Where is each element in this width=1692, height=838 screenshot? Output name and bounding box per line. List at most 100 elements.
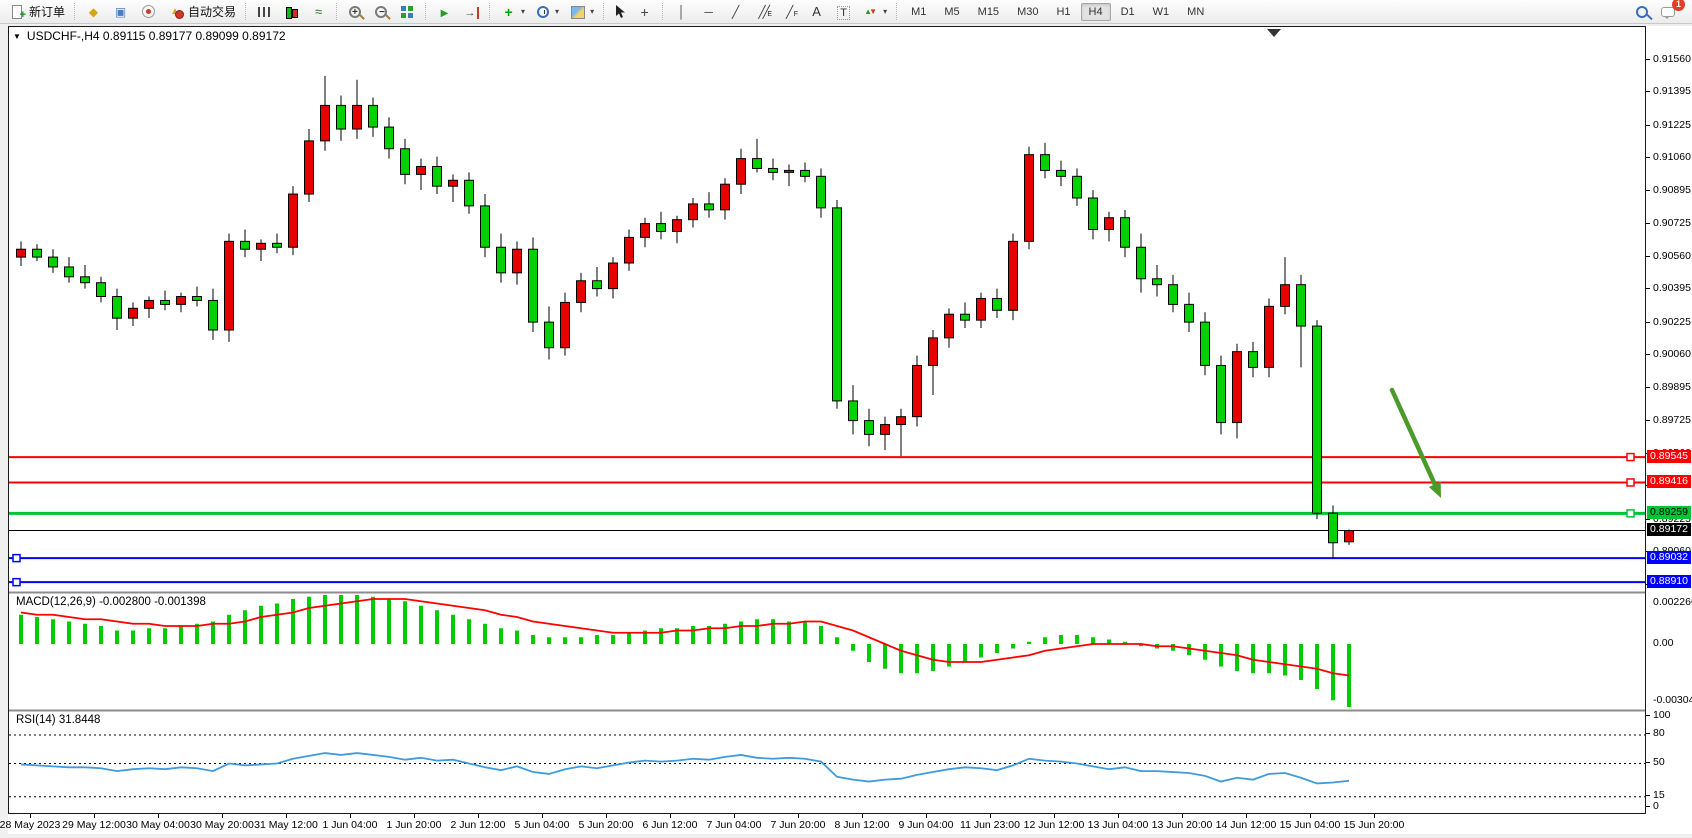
price-tick (1646, 255, 1650, 257)
candle-body (784, 169, 794, 173)
notification-badge: 1 (1672, 0, 1685, 11)
new-order-button[interactable]: 新订单 (4, 1, 70, 23)
zoom-in-button[interactable] (342, 1, 368, 23)
auto-trading-button[interactable]: 自动交易 (163, 1, 241, 23)
tf-button-M15[interactable]: M15 (977, 5, 1000, 18)
line-handle[interactable] (12, 577, 21, 587)
macd-scale-max: 0.002266 (1653, 596, 1692, 608)
price-tick (1646, 189, 1650, 191)
candle-body (256, 242, 266, 250)
line-handle[interactable] (1626, 452, 1635, 462)
annotation-arrow-head[interactable] (1428, 481, 1441, 498)
tf-button-D1[interactable]: D1 (1120, 5, 1135, 18)
time-tick-label: 31 May 12:00 (254, 819, 318, 831)
trendline-button[interactable] (722, 1, 749, 23)
tf-button-M1[interactable]: M1 (911, 5, 927, 18)
arrows-button[interactable]: ▾ (857, 1, 892, 23)
candlestick-button[interactable] (278, 1, 305, 23)
toolbar-separator (336, 3, 338, 20)
market-button[interactable] (80, 1, 107, 23)
tile-windows-button[interactable] (394, 1, 421, 23)
line-handle[interactable] (1626, 478, 1635, 487)
candle-body (1184, 303, 1194, 323)
candle-body (1200, 321, 1210, 366)
tf-button-W1[interactable]: W1 (1152, 5, 1170, 18)
tf-button-H1[interactable]: H1 (1056, 5, 1071, 18)
tf-button-MN[interactable]: MN (1187, 5, 1205, 18)
chat-button[interactable]: 1 (1655, 0, 1685, 23)
price-axis[interactable]: 0.91560 0.91395 0.91225 0.91060 0.90895 0.907… (1646, 26, 1692, 834)
periods-button[interactable]: ▾ (530, 1, 564, 23)
chart-plot-area[interactable] (8, 26, 1646, 814)
text-button[interactable] (803, 1, 830, 23)
tf-button-M30[interactable]: M30 (1017, 5, 1039, 18)
time-tick (1118, 814, 1119, 818)
crosshair-button[interactable] (631, 1, 658, 23)
price-tick-label: 0.90895 (1653, 183, 1691, 196)
chart-shift-button[interactable] (458, 1, 485, 23)
candle-body (272, 242, 282, 248)
auto-trading-label: 自动交易 (188, 5, 237, 19)
candle-body (176, 296, 186, 305)
rsi-scale-label: 50 (1653, 756, 1665, 768)
time-tick (94, 814, 95, 818)
candle-body (1248, 351, 1258, 368)
tf-button-H4[interactable]: H4 (1080, 2, 1111, 21)
channel-button[interactable] (749, 1, 776, 23)
line-handle[interactable] (1626, 509, 1635, 518)
time-tick (1310, 814, 1311, 818)
price-tick (1646, 91, 1650, 93)
time-tick-label: 1 Jun 04:00 (322, 819, 378, 831)
annotation-arrow[interactable] (1389, 387, 1438, 487)
fibonacci-button[interactable] (776, 1, 803, 23)
chart-shift-marker[interactable] (1267, 29, 1281, 37)
candle-body (448, 179, 458, 187)
auto-trading-icon (168, 4, 185, 20)
chart-shift-icon (463, 4, 480, 20)
templates-button[interactable]: ▾ (564, 1, 599, 23)
time-tick-label: 13 Jun 04:00 (1087, 819, 1149, 831)
candle-body (560, 301, 570, 349)
price-tick-label: 0.90225 (1653, 315, 1691, 328)
candle-body (688, 203, 698, 221)
line-chart-button[interactable] (305, 1, 332, 23)
zoom-out-button[interactable] (368, 1, 394, 23)
candle-body (704, 203, 714, 211)
price-tick (1646, 223, 1650, 225)
price-tick (1646, 58, 1650, 60)
candle-body (720, 183, 730, 211)
text-label-button[interactable] (830, 1, 857, 23)
candle-body (1104, 217, 1114, 231)
price-tick (1646, 386, 1650, 388)
chevron-down-icon: ▾ (590, 7, 595, 16)
time-tick (1374, 814, 1375, 818)
bar-chart-icon (256, 4, 273, 20)
candle-body (1312, 325, 1322, 514)
signals-button[interactable] (134, 1, 163, 23)
macd-label: MACD(12,26,9) -0.002800 -0.001398 (16, 596, 206, 608)
candle-body (480, 205, 490, 248)
candle-body (608, 262, 618, 290)
time-axis[interactable]: 28 May 2023 29 May 12:00 30 May 04:00 30 Ma… (0, 814, 1646, 834)
symbol-dropdown-icon[interactable]: ▼ (13, 31, 21, 41)
community-button[interactable] (107, 1, 134, 23)
bar-chart-button[interactable] (251, 1, 278, 23)
horizontal-line-button[interactable] (695, 1, 722, 23)
auto-scroll-button[interactable] (431, 1, 458, 23)
rsi-scale-tick (1646, 733, 1650, 734)
indicators-button[interactable]: ▾ (495, 1, 530, 23)
zoom-out-icon (375, 5, 388, 21)
search-button[interactable] (1629, 1, 1655, 23)
chart-canvas[interactable] (9, 27, 1645, 813)
line-handle[interactable] (12, 553, 21, 563)
vertical-line-button[interactable] (668, 1, 695, 23)
tf-button-M5[interactable]: M5 (944, 5, 960, 18)
price-tick-label: 0.90395 (1653, 282, 1691, 295)
time-tick (222, 814, 223, 818)
equidistant-channel-icon (754, 4, 772, 23)
cursor-button[interactable] (609, 1, 631, 23)
time-tick-label: 13 Jun 20:00 (1151, 819, 1213, 831)
time-tick-label: 8 Jun 12:00 (834, 819, 890, 831)
crosshair-icon (636, 4, 653, 20)
